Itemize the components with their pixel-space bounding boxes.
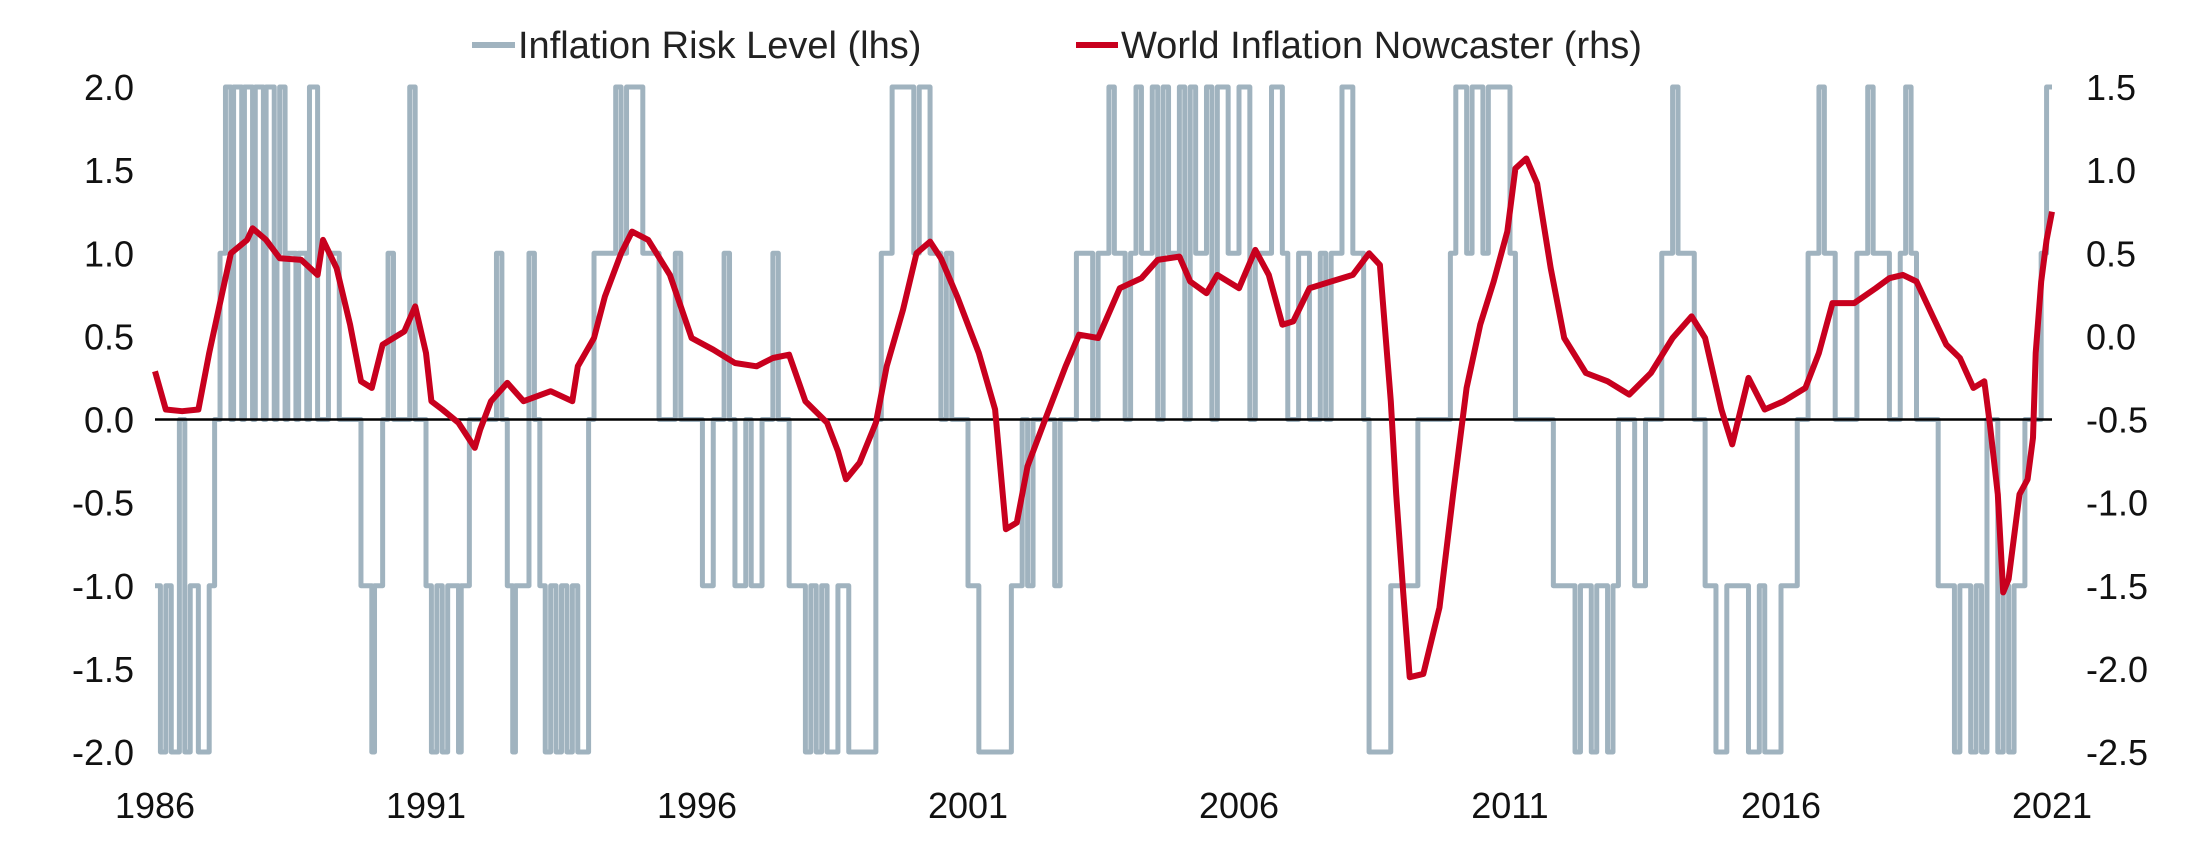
left-tick-label: 0.5: [84, 316, 134, 357]
left-tick-label: 2.0: [84, 67, 134, 108]
x-axis: 1986 1991 1996 2001 2006 2011 2016 2021: [115, 785, 2092, 826]
left-tick-label: 1.5: [84, 150, 134, 191]
right-tick-label: -2.5: [2086, 732, 2148, 773]
legend-label-risk-level: Inflation Risk Level (lhs): [518, 25, 921, 67]
x-tick-label: 2021: [2012, 785, 2092, 826]
legend-label-nowcaster: World Inflation Nowcaster (rhs): [1121, 25, 1642, 67]
x-tick-label: 1991: [386, 785, 466, 826]
right-tick-label: 1.0: [2086, 150, 2136, 191]
x-tick-label: 2001: [928, 785, 1008, 826]
left-tick-label: 1.0: [84, 233, 134, 274]
x-tick-label: 2006: [1199, 785, 1279, 826]
right-tick-label: 0.5: [2086, 233, 2136, 274]
x-tick-label: 1996: [657, 785, 737, 826]
series-line-inflation-risk-level: [155, 84, 2052, 755]
left-axis: 2.0 1.5 1.0 0.5 0.0 -0.5 -1.0 -1.5 -2.0: [72, 67, 134, 773]
right-tick-label: 0.0: [2086, 316, 2136, 357]
series-line-world-inflation-nowcaster: [152, 155, 2055, 681]
right-tick-label: 1.5: [2086, 67, 2136, 108]
left-tick-label: -1.0: [72, 566, 134, 607]
left-tick-label: 0.0: [84, 400, 134, 441]
left-tick-label: -2.0: [72, 732, 134, 773]
right-tick-label: -0.5: [2086, 400, 2148, 441]
right-tick-label: -1.0: [2086, 483, 2148, 524]
right-axis: 1.5 1.0 0.5 0.0 -0.5 -1.0 -1.5 -2.0 -2.5: [2086, 67, 2148, 773]
left-tick-label: -0.5: [72, 483, 134, 524]
right-tick-label: -1.5: [2086, 566, 2148, 607]
x-tick-label: 1986: [115, 785, 195, 826]
legend: Inflation Risk Level (lhs) World Inflati…: [472, 25, 1642, 67]
plot-area: [152, 84, 2055, 755]
right-tick-label: -2.0: [2086, 649, 2148, 690]
x-tick-label: 2016: [1741, 785, 1821, 826]
x-tick-label: 2011: [1471, 785, 1548, 826]
left-tick-label: -1.5: [72, 649, 134, 690]
